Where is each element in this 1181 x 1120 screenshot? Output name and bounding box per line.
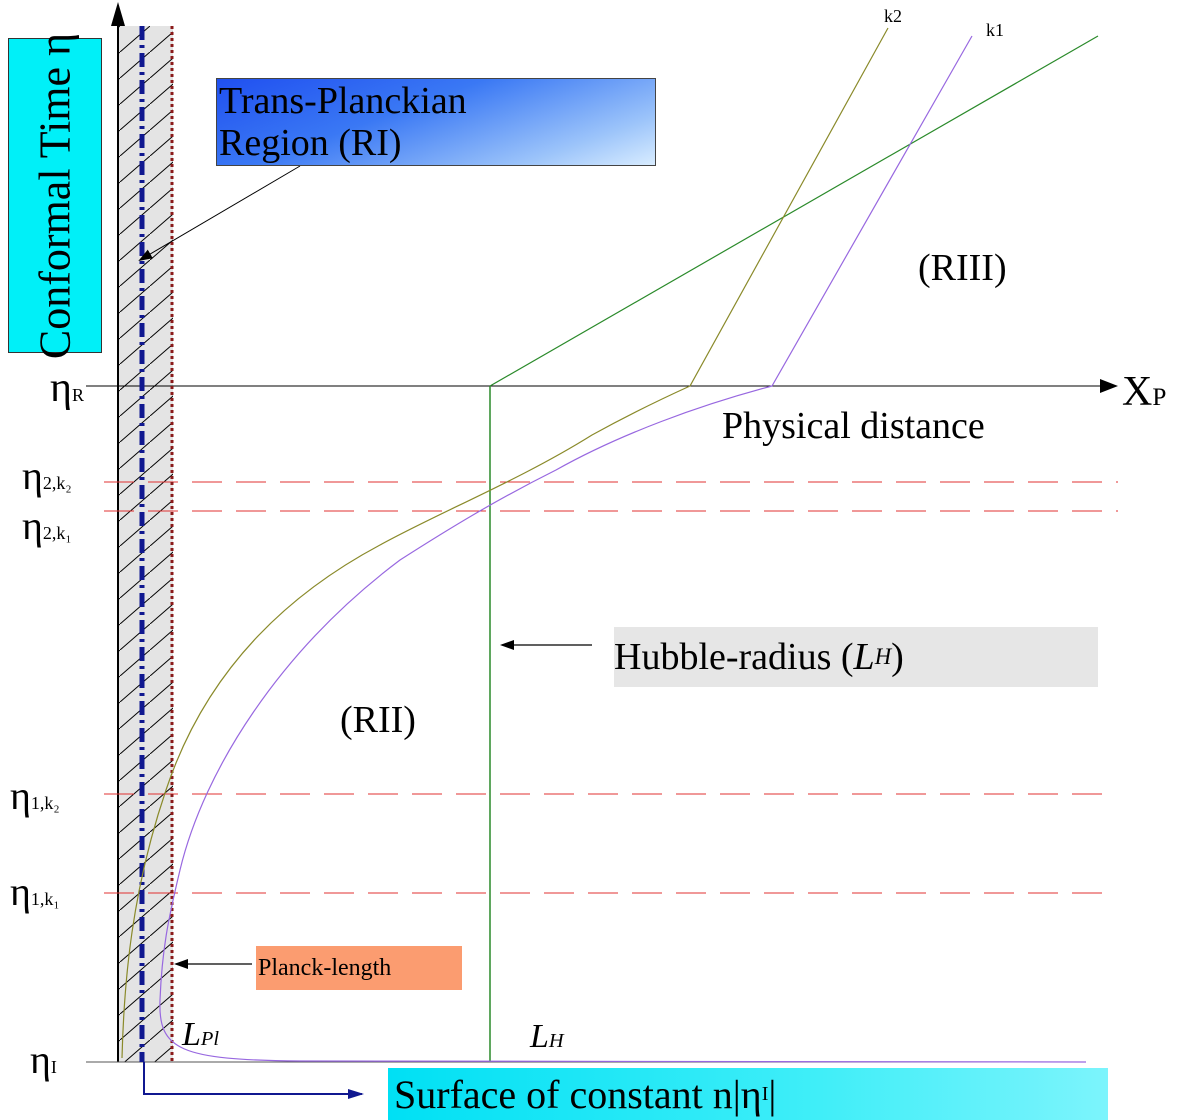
lh-label: LH — [530, 1018, 564, 1055]
surface-arrow — [143, 1062, 364, 1099]
eta-2k2-label: η2,k₂ — [22, 453, 72, 498]
surface-label-close: | — [768, 1071, 777, 1117]
planck-length-label: Planck-length — [258, 954, 392, 981]
x-axis-symbol: XP — [1122, 369, 1167, 415]
k1-curve — [159, 35, 1087, 1063]
k1-curve-label: k1 — [986, 20, 1004, 40]
eta-1k2-label: η1,k₂ — [10, 773, 60, 818]
eta-i-label: ηI — [30, 1037, 57, 1082]
lpl-label: LPl — [182, 1016, 220, 1053]
y-axis-label-box: Conformal Time η — [8, 32, 102, 359]
eta-1k1-label: η1,k₁ — [10, 869, 60, 914]
region-ri-box: Trans-Planckian Region (RI) — [216, 78, 656, 166]
x-axis-arrowhead — [1100, 379, 1118, 393]
surface-label-sub: I — [761, 1082, 769, 1105]
surface-label-box: Surface of constant n|η I | — [388, 1068, 1108, 1120]
region-riii-label: (RIII) — [918, 247, 1007, 289]
hubble-radius-sub: H — [874, 644, 892, 669]
x-axis-label: Physical distance — [722, 405, 985, 447]
eta-2k1-label: η2,k₁ — [22, 503, 72, 548]
region-rii-label: (RII) — [340, 699, 416, 741]
y-axis-label: Conformal Time η — [30, 32, 80, 359]
hubble-radius-label-box: Hubble-radius (L H ) — [614, 627, 1098, 687]
planck-strip-hatching — [118, 26, 173, 1062]
region-ri-line1: Trans-Planckian — [219, 80, 467, 122]
y-axis-arrowhead — [111, 2, 125, 26]
eta-r-label: ηR — [50, 365, 84, 411]
hubble-radius-symbol: L — [853, 636, 875, 678]
hubble-radius-text: Hubble-radius ( — [614, 636, 854, 678]
surface-label: Surface of constant n|η — [394, 1071, 762, 1117]
planck-length-label-box: Planck-length — [256, 946, 462, 990]
k2-curve — [121, 27, 889, 1059]
k2-curve-label: k2 — [884, 6, 902, 26]
ri-pointer-line — [138, 165, 301, 262]
region-ri-line2: Region (RI) — [219, 122, 402, 164]
hubble-radius-diagonal — [489, 35, 1099, 387]
hubble-radius-close: ) — [891, 636, 904, 678]
